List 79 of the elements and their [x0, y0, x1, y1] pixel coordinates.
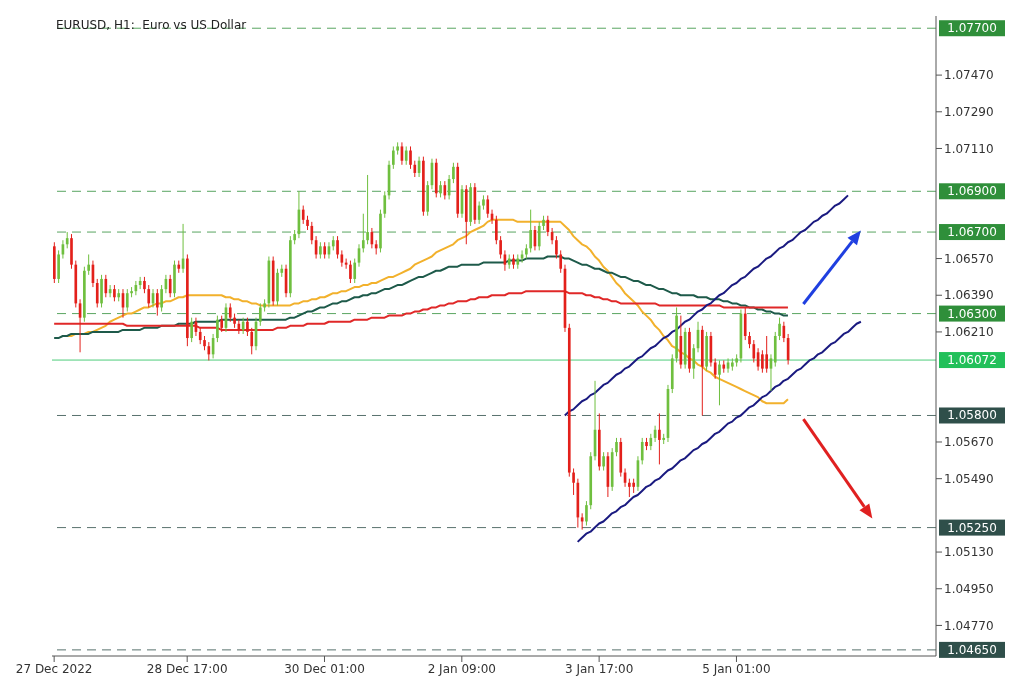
ref-line-label: 1.04650	[947, 642, 997, 657]
candlestick	[602, 451, 605, 472]
candlestick	[743, 306, 747, 341]
candlestick	[125, 288, 129, 313]
candlestick	[353, 258, 357, 284]
candlestick	[640, 437, 644, 465]
x-tick-label: 3 Jan 17:00	[564, 661, 634, 676]
candlestick	[765, 335, 769, 374]
x-tick-label: 30 Dec 01:00	[284, 661, 365, 676]
x-tick-label: 27 Dec 2022	[15, 661, 93, 676]
candlestick	[499, 235, 502, 260]
candlestick	[658, 412, 661, 465]
candlestick	[409, 145, 412, 170]
candlestick	[692, 343, 696, 380]
ref-line-label: 1.06300	[947, 306, 997, 321]
candlestick	[301, 205, 305, 225]
y-tick-label: 1.04770	[944, 618, 994, 633]
candlestick	[392, 145, 395, 170]
candlestick	[718, 359, 721, 406]
candlestick	[168, 274, 172, 298]
chart-title: EURUSD, H1: Euro vs US Dollar	[56, 18, 247, 32]
candlestick	[546, 215, 550, 237]
x-tick-label: 5 Jan 01:00	[702, 661, 771, 676]
candlestick	[404, 145, 408, 166]
candlestick	[486, 194, 490, 219]
candlestick	[495, 215, 498, 245]
line-series	[563, 194, 850, 417]
candlestick	[761, 349, 764, 374]
candlestick	[207, 341, 211, 361]
candlestick	[520, 249, 524, 264]
y-tick-label: 1.07110	[944, 141, 994, 156]
y-tick-label: 1.06390	[944, 288, 994, 303]
candlestick	[383, 190, 387, 219]
candlestick	[628, 478, 631, 498]
candlestick	[216, 315, 219, 343]
ref-line-label: 1.06072	[947, 353, 997, 368]
ref-line-label: 1.05800	[947, 408, 997, 423]
ref-line-label: 1.06700	[947, 225, 997, 240]
candlestick	[250, 327, 254, 355]
candlestick	[310, 221, 314, 245]
y-tick-label: 1.05490	[944, 471, 994, 486]
candlestick	[366, 174, 369, 245]
candlestick	[615, 437, 618, 457]
candlestick	[246, 317, 249, 337]
candlestick	[160, 284, 163, 313]
candlestick	[95, 278, 99, 308]
y-tick-label: 1.06570	[944, 251, 994, 266]
candlestick	[190, 317, 193, 343]
candlestick	[555, 235, 558, 260]
x-tick-label: 2 Jan 09:00	[427, 661, 496, 676]
candlestick	[585, 500, 588, 527]
candlestick	[228, 302, 232, 323]
candlestick	[572, 467, 575, 496]
candlestick	[452, 162, 455, 184]
candlestick	[147, 284, 151, 308]
candlestick	[104, 274, 108, 298]
line-series	[576, 320, 862, 543]
y-tick-label: 1.04950	[944, 582, 994, 596]
y-tick-label: 1.07470	[944, 68, 994, 83]
y-tick-label: 1.05130	[944, 545, 994, 560]
candlestick	[559, 249, 563, 274]
candlestick	[349, 260, 352, 284]
candlestick	[537, 221, 541, 251]
candlestick	[778, 317, 781, 341]
candlestick	[336, 235, 339, 260]
y-tick-label: 1.06210	[944, 325, 994, 340]
candlestick	[529, 209, 532, 253]
ref-line-label: 1.07700	[947, 21, 997, 36]
y-tick-label: 1.05670	[944, 435, 994, 450]
candlestick	[361, 213, 365, 253]
candlestick	[87, 253, 90, 276]
candlestick	[752, 339, 756, 363]
candlestick	[155, 288, 159, 317]
ref-line-label: 1.05250	[947, 520, 997, 535]
candlestick	[258, 302, 262, 327]
y-tick-label: 1.07290	[944, 105, 994, 120]
candlestick	[713, 357, 717, 380]
x-tick-label: 28 Dec 17:00	[146, 661, 228, 676]
ref-line-label: 1.06900	[947, 184, 997, 199]
